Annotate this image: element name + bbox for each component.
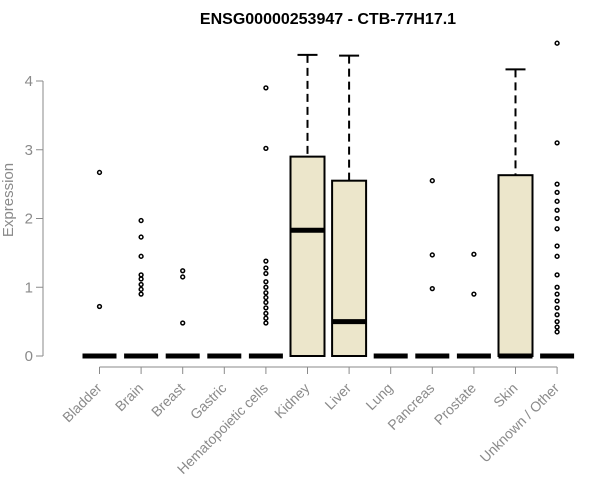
outlier-point	[554, 40, 560, 46]
outlier-point	[180, 268, 186, 274]
outlier-point	[554, 207, 560, 213]
x-tick-label: Kidney	[271, 380, 313, 422]
y-axis-label: Expression	[0, 163, 17, 237]
x-tick-label: Prostate	[431, 380, 479, 428]
box-skin	[497, 68, 534, 359]
outlier-point	[263, 315, 269, 321]
box-body	[331, 179, 368, 357]
box-hematopoietic-cells	[248, 85, 283, 359]
outlier-point	[554, 181, 560, 187]
outlier-point	[138, 272, 144, 278]
outlier-point	[554, 253, 560, 259]
x-tick-label: Lung	[362, 380, 395, 413]
outlier-point	[554, 140, 560, 146]
outlier-point	[263, 310, 269, 317]
box-breast	[165, 268, 200, 359]
outlier-point	[554, 291, 560, 297]
box-liver	[331, 54, 368, 357]
outlier-point	[554, 312, 560, 318]
outlier-point	[263, 305, 269, 311]
outlier-point	[263, 320, 269, 326]
outlier-point	[263, 284, 269, 290]
chart-title: ENSG00000253947 - CTB-77H17.1	[200, 11, 456, 28]
y-tick-label: 4	[25, 73, 33, 90]
outlier-point	[138, 286, 144, 292]
box-brain	[124, 217, 159, 359]
outlier-point	[263, 270, 269, 277]
outlier-point	[554, 272, 560, 278]
outlier-point	[263, 85, 269, 91]
outlier-point	[263, 299, 269, 306]
outlier-point	[554, 198, 560, 204]
outlier-point	[554, 329, 560, 335]
outlier-point	[138, 217, 144, 224]
outlier-point	[263, 258, 269, 264]
outlier-point	[96, 169, 103, 176]
outlier-point	[554, 284, 560, 290]
outlier-point	[263, 279, 269, 285]
outlier-point	[263, 145, 269, 152]
outlier-point	[554, 226, 560, 232]
outlier-point	[138, 276, 144, 282]
outlier-point	[554, 324, 560, 330]
outlier-point	[471, 291, 477, 297]
box-kidney	[289, 53, 326, 357]
box-body	[497, 174, 534, 357]
box-bladder	[82, 169, 117, 359]
outlier-point	[263, 290, 269, 296]
outlier-point	[471, 251, 477, 257]
outlier-point	[138, 253, 144, 259]
x-tick-label: Bladder	[59, 380, 105, 426]
outlier-point	[138, 281, 144, 288]
outlier-point	[180, 274, 186, 280]
outlier-point	[554, 298, 560, 304]
box-unknown-other	[540, 40, 575, 359]
outlier-point	[429, 178, 435, 184]
outlier-point	[138, 234, 144, 240]
x-tick-label: Unknown / Other	[477, 380, 563, 466]
y-tick-label: 3	[25, 142, 33, 159]
x-tick-label: Skin	[490, 380, 521, 411]
outlier-point	[263, 294, 269, 301]
y-tick-label: 0	[25, 348, 33, 365]
outlier-point	[554, 305, 560, 311]
x-tick-label: Liver	[321, 380, 354, 413]
outlier-point	[263, 265, 269, 271]
outlier-point	[138, 291, 144, 297]
outlier-point	[554, 243, 560, 249]
y-axis: 0 1 2 3 4	[25, 73, 44, 365]
y-tick-label: 2	[25, 211, 33, 228]
outlier-point	[429, 252, 435, 258]
y-tick-label: 1	[25, 279, 33, 296]
outlier-point	[554, 318, 560, 325]
outlier-point	[429, 285, 435, 292]
box-pancreas	[415, 178, 450, 359]
x-tick-label: Brain	[112, 380, 146, 414]
outlier-point	[96, 303, 103, 310]
outlier-point	[180, 320, 186, 326]
outlier-point	[554, 215, 560, 222]
outlier-point	[554, 189, 560, 196]
box-prostate	[456, 251, 491, 359]
box-body	[289, 155, 326, 357]
x-tick-label: Breast	[148, 380, 188, 420]
boxes-group	[82, 40, 575, 359]
